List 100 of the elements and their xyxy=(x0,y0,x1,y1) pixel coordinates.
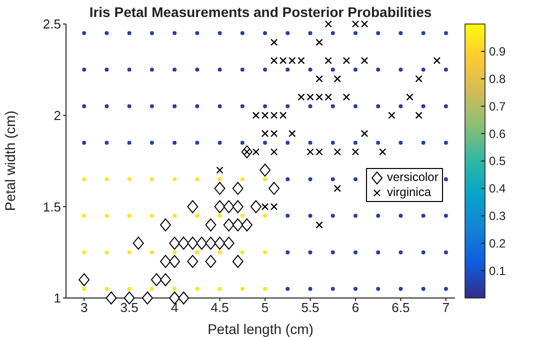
point xyxy=(232,200,244,214)
point xyxy=(334,75,341,82)
point xyxy=(415,75,422,82)
point xyxy=(172,214,177,218)
point xyxy=(172,177,177,182)
point xyxy=(415,112,422,119)
point xyxy=(216,166,224,174)
y-tick-label: 2.5 xyxy=(42,16,61,32)
y-tick-label: 1.5 xyxy=(42,199,61,214)
point xyxy=(178,236,190,250)
point xyxy=(78,273,90,286)
point xyxy=(104,214,109,218)
color-bar-label: 0.5 xyxy=(489,154,506,168)
point xyxy=(240,214,244,218)
y-tick-label: 2 xyxy=(54,108,61,123)
point xyxy=(360,130,368,138)
point xyxy=(160,254,172,268)
point xyxy=(218,250,222,254)
point xyxy=(169,292,180,304)
color-bar-label: 0.9 xyxy=(489,44,506,59)
point xyxy=(214,200,226,214)
point xyxy=(160,218,172,232)
point xyxy=(195,250,200,254)
point xyxy=(316,75,323,82)
point xyxy=(433,56,441,64)
point xyxy=(379,148,386,156)
chart-title: Iris Petal Measurements and Posterior Probabilities xyxy=(88,4,433,20)
point xyxy=(334,184,341,192)
point xyxy=(263,214,268,218)
point xyxy=(324,56,332,64)
point xyxy=(214,236,226,250)
x-tick-label: 7 xyxy=(442,300,450,316)
point xyxy=(270,38,278,46)
color-bar-label: 0.4 xyxy=(489,182,506,196)
point xyxy=(205,218,216,232)
point xyxy=(187,254,198,268)
point xyxy=(127,250,132,254)
point xyxy=(342,56,350,64)
point xyxy=(232,254,244,268)
point xyxy=(316,221,323,229)
color-bar-label: 0.3 xyxy=(489,209,506,223)
x-tick-label: 3.5 xyxy=(120,300,138,316)
point xyxy=(132,236,144,250)
point xyxy=(268,182,280,195)
point xyxy=(142,292,153,304)
point xyxy=(82,250,86,254)
point xyxy=(250,200,262,214)
point xyxy=(195,286,200,291)
point xyxy=(187,200,198,214)
point xyxy=(127,177,132,182)
point xyxy=(360,56,368,64)
point xyxy=(195,177,200,182)
point xyxy=(263,286,268,291)
point xyxy=(187,236,198,250)
x-tick-label: 4.5 xyxy=(210,300,229,316)
point xyxy=(241,218,252,232)
point xyxy=(352,148,360,156)
legend-label: versicolor xyxy=(387,170,438,185)
y-tick-label: 1 xyxy=(54,290,61,306)
color-bar-label: 0.7 xyxy=(489,99,506,114)
point xyxy=(127,286,132,291)
point xyxy=(406,93,414,101)
x-axis-title: Petal length (cm) xyxy=(208,321,314,337)
point xyxy=(205,236,216,250)
x-tick-label: 4 xyxy=(170,300,178,316)
x-tick-label: 3 xyxy=(80,300,88,316)
point xyxy=(334,148,341,156)
point xyxy=(196,236,208,250)
point xyxy=(223,218,234,232)
point xyxy=(104,250,109,254)
point xyxy=(82,214,86,218)
point xyxy=(82,286,86,291)
x-tick-label: 5.5 xyxy=(301,300,320,316)
point xyxy=(172,286,177,291)
point xyxy=(316,38,323,46)
point xyxy=(106,292,117,304)
point xyxy=(223,200,234,214)
point xyxy=(263,250,268,254)
x-tick-label: 6 xyxy=(352,300,360,316)
y-axis-title: Petal width (cm) xyxy=(2,110,18,211)
point xyxy=(263,177,268,182)
point xyxy=(240,250,244,254)
point xyxy=(150,177,154,182)
point xyxy=(218,177,222,182)
point xyxy=(240,177,244,182)
x-tick-label: 5 xyxy=(261,300,269,316)
point xyxy=(104,286,109,291)
point xyxy=(232,218,244,232)
color-bar-label: 0.2 xyxy=(489,236,506,250)
point xyxy=(288,130,296,138)
point xyxy=(104,177,109,182)
color-bar-label: 0.1 xyxy=(489,264,506,278)
point xyxy=(218,286,222,291)
point xyxy=(388,112,396,119)
color-bar-label: 0.6 xyxy=(489,126,506,141)
point xyxy=(232,182,244,195)
point xyxy=(172,250,177,254)
point xyxy=(218,214,222,218)
point xyxy=(205,254,216,268)
point xyxy=(150,286,154,291)
